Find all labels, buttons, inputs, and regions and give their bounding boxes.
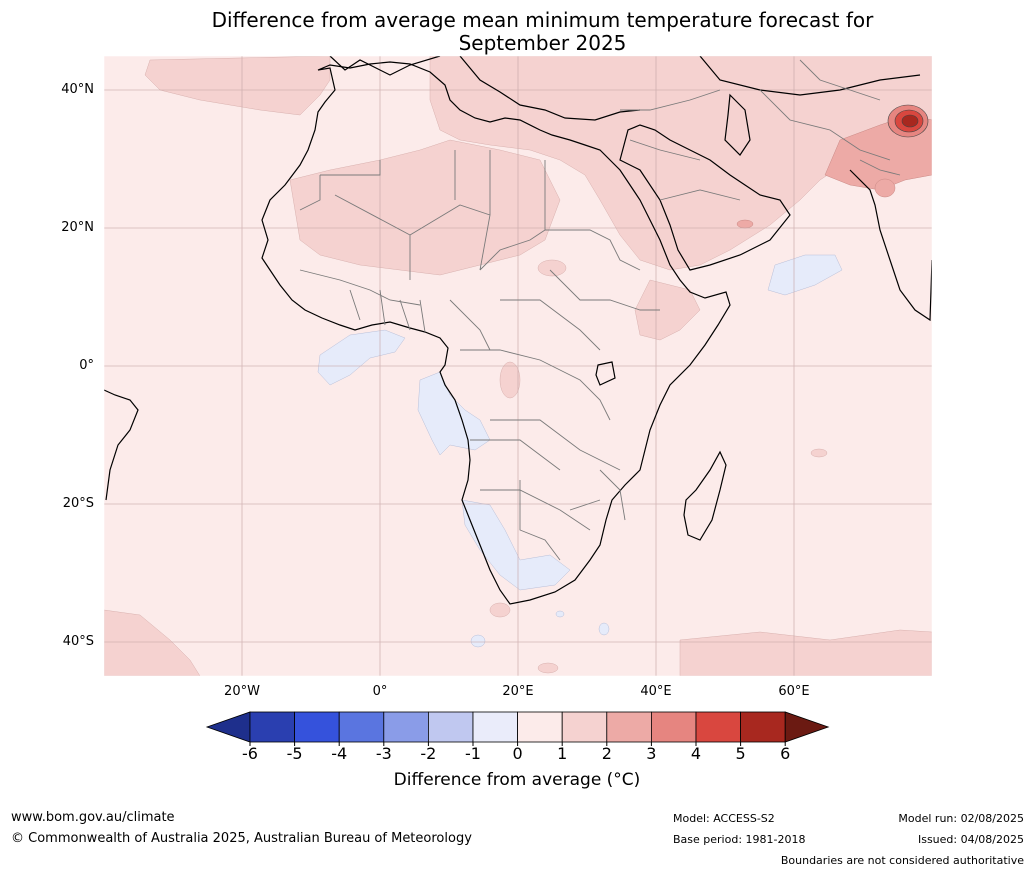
colorbar-tick-label: 4 bbox=[690, 744, 702, 763]
colorbar-segment bbox=[651, 711, 697, 743]
colorbar-segment bbox=[517, 711, 563, 743]
warm-region-horn-africa bbox=[634, 279, 701, 341]
title-line-1: Difference from average mean minimum tem… bbox=[211, 8, 874, 32]
colorbar-segment bbox=[606, 711, 652, 743]
lat-label-0: 0° bbox=[79, 358, 94, 373]
coast-arabia bbox=[619, 124, 791, 271]
colorbar-tick-label: -4 bbox=[331, 744, 348, 763]
warm-region-sahara bbox=[289, 139, 561, 276]
map-title: Difference from average mean minimum tem… bbox=[0, 9, 1035, 55]
lat-label-40n: 40°N bbox=[61, 82, 94, 97]
colorbar-segment bbox=[383, 711, 429, 743]
footer-issued: Issued: 04/08/2025 bbox=[917, 833, 1024, 846]
colorbar-tick-label: 5 bbox=[735, 744, 746, 763]
colorbar-segment bbox=[695, 711, 741, 743]
colorbar-tick-label: -2 bbox=[420, 744, 437, 763]
map-plot-area bbox=[104, 56, 932, 676]
colorbar-tick-label: -1 bbox=[465, 744, 481, 763]
coast-mediterranean-europe bbox=[329, 56, 921, 121]
lon-label-60e: 60°E bbox=[778, 684, 810, 699]
colorbar-tick-label: 1 bbox=[557, 744, 568, 763]
lon-label-0: 0° bbox=[372, 684, 388, 699]
warm-region-south-ocean-west bbox=[104, 609, 201, 676]
lon-label-20w: 20°W bbox=[224, 684, 260, 699]
colorbar-tick-label: 0 bbox=[512, 744, 523, 763]
coast-india bbox=[849, 169, 932, 322]
lat-label-20s: 20°S bbox=[62, 496, 94, 511]
colorbar-tick-label: 6 bbox=[780, 744, 791, 763]
colorbar-tick-label: -5 bbox=[286, 744, 303, 763]
coast-africa bbox=[261, 61, 731, 605]
country-borders bbox=[299, 59, 901, 561]
warm-region-south-ocean-east bbox=[679, 629, 932, 676]
colorbar-extend-low bbox=[205, 711, 251, 743]
colorbar-segment bbox=[249, 711, 295, 743]
coast-lake-victoria bbox=[595, 361, 616, 386]
footer-model: Model: ACCESS-S2 bbox=[673, 812, 775, 825]
cool-region-gulf-guinea bbox=[317, 329, 406, 386]
cool-region-angola-coast bbox=[417, 371, 491, 456]
colorbar-segment bbox=[294, 711, 340, 743]
footer-copyright: © Commonwealth of Australia 2025, Austra… bbox=[11, 831, 472, 846]
cool-region-arabian-sea bbox=[767, 254, 843, 296]
colorbar-segment bbox=[338, 711, 385, 743]
lon-label-20e: 20°E bbox=[502, 684, 534, 699]
colorbar-segment bbox=[740, 711, 786, 743]
colorbar-tick-label: -6 bbox=[242, 744, 258, 763]
colorbar-label: Difference from average (°C) bbox=[393, 770, 641, 790]
footer-model-run: Model run: 02/08/2025 bbox=[898, 812, 1024, 825]
coast-caspian bbox=[724, 93, 751, 156]
coast-madagascar bbox=[683, 450, 727, 541]
coastlines bbox=[104, 56, 932, 605]
coast-south-america bbox=[104, 389, 139, 501]
colorbar-tick-label: 3 bbox=[646, 744, 657, 763]
colorbar-segment bbox=[472, 711, 518, 743]
warm-hotspot bbox=[887, 104, 929, 138]
cool-anomaly-regions bbox=[317, 254, 843, 648]
title-line-2: September 2025 bbox=[458, 31, 627, 55]
lon-label-40e: 40°E bbox=[640, 684, 672, 699]
colorbar-extend-high bbox=[784, 711, 830, 743]
map-frame bbox=[103, 55, 933, 677]
colorbar-segment bbox=[427, 711, 474, 743]
cool-region-southwest-africa bbox=[461, 499, 571, 591]
footer-base-period: Base period: 1981-2018 bbox=[673, 833, 806, 846]
footer-disclaimer: Boundaries are not considered authoritat… bbox=[780, 854, 1024, 867]
colorbar-segment bbox=[561, 711, 608, 743]
footer-website: www.bom.gov.au/climate bbox=[11, 810, 175, 825]
colorbar-tick-label: -3 bbox=[375, 744, 392, 763]
colorbar-tick-label: 2 bbox=[601, 744, 612, 763]
lat-label-20n: 20°N bbox=[61, 220, 94, 235]
lat-label-40s: 40°S bbox=[62, 634, 94, 649]
graticule bbox=[104, 56, 932, 676]
